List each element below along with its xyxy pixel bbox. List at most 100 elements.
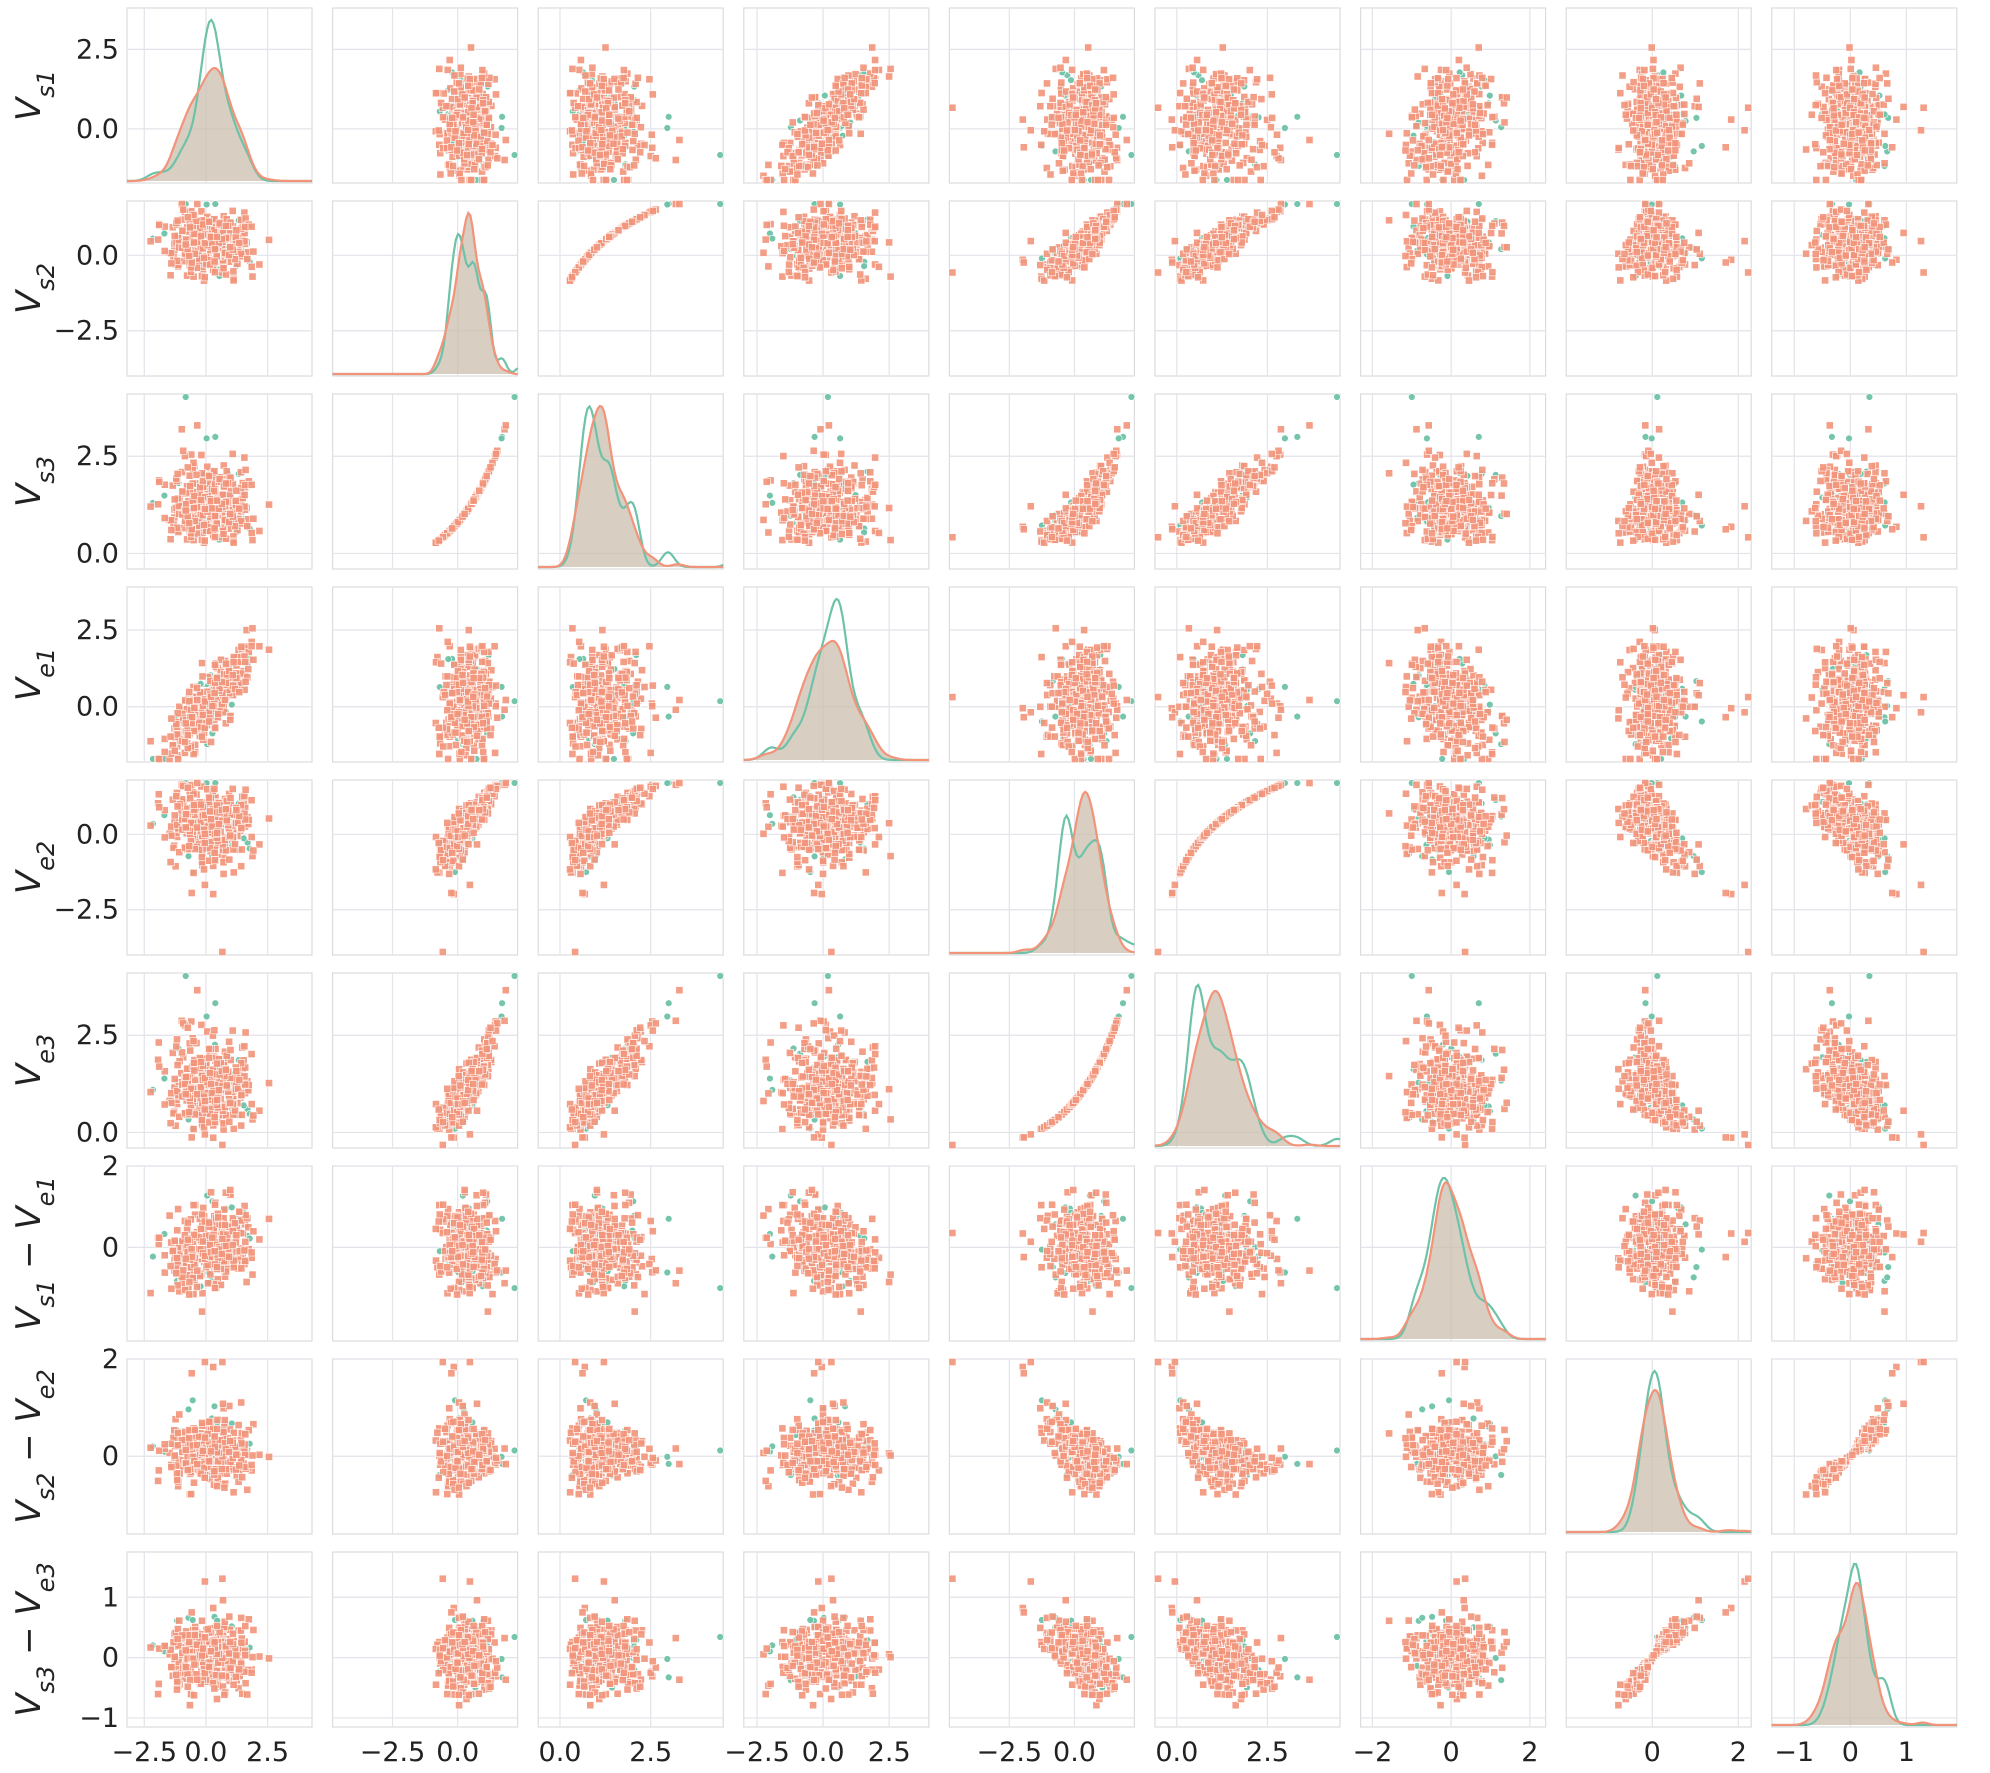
- point-series-b: [812, 251, 821, 260]
- point-series-b: [1060, 146, 1069, 155]
- point-series-a: [1333, 151, 1341, 159]
- point-series-b: [1181, 170, 1190, 179]
- point-series-b: [1852, 118, 1860, 127]
- point-series-b: [648, 207, 657, 215]
- point-series-b: [478, 66, 487, 74]
- point-series-a: [1198, 76, 1206, 84]
- point-series-b: [1268, 114, 1276, 122]
- point-series-b: [780, 247, 788, 255]
- point-series-b: [1259, 162, 1268, 171]
- point-series-b: [857, 223, 866, 231]
- point-series-b: [1853, 151, 1861, 159]
- point-series-b: [576, 56, 585, 64]
- point-series-b: [843, 110, 852, 119]
- point-series-b: [1428, 110, 1437, 119]
- point-series-b: [569, 170, 578, 179]
- point-series-b: [1884, 94, 1893, 103]
- point-series-b: [1620, 101, 1629, 109]
- point-series-b: [1860, 93, 1869, 102]
- point-series-b: [628, 120, 636, 129]
- point-series-b: [493, 154, 502, 163]
- point-series-b: [1669, 102, 1678, 111]
- point-series-b: [1658, 176, 1667, 184]
- point-series-b: [178, 226, 187, 235]
- point-series-b: [1256, 176, 1265, 184]
- point-series-b: [837, 264, 846, 273]
- panel-r1-c7: [1359, 7, 1547, 184]
- point-series-b: [1208, 136, 1217, 145]
- point-series-b: [464, 126, 472, 134]
- point-series-b: [845, 263, 854, 271]
- point-series-b: [1408, 113, 1416, 122]
- point-series-b: [1860, 113, 1869, 122]
- point-series-b: [265, 236, 273, 244]
- point-series-b: [457, 176, 466, 184]
- point-series-b: [1413, 146, 1422, 155]
- point-series-b: [1247, 155, 1256, 164]
- point-series-b: [1046, 102, 1055, 111]
- point-series-b: [1079, 108, 1088, 117]
- point-series-b: [871, 222, 880, 231]
- point-series-b: [170, 232, 179, 240]
- point-series-b: [1448, 99, 1457, 108]
- point-series-b: [1100, 66, 1108, 74]
- point-series-b: [762, 176, 771, 184]
- point-series-b: [1872, 63, 1880, 72]
- point-series-b: [801, 273, 809, 282]
- point-series-b: [1407, 169, 1416, 178]
- point-series-b: [599, 75, 608, 84]
- point-series-a: [821, 91, 829, 100]
- point-series-b: [455, 139, 463, 148]
- point-series-b: [1101, 93, 1110, 102]
- point-series-b: [628, 146, 637, 154]
- point-series-b: [1412, 122, 1421, 130]
- point-series-a: [1881, 142, 1889, 150]
- point-series-a: [497, 124, 506, 132]
- point-series-b: [856, 216, 865, 225]
- point-series-b: [1228, 119, 1237, 128]
- point-series-b: [1880, 129, 1889, 138]
- point-series-b: [809, 205, 818, 214]
- point-series-b: [1454, 148, 1463, 157]
- panel-r2-c2: [332, 200, 519, 377]
- point-series-b: [804, 151, 813, 159]
- point-series-b: [1832, 66, 1841, 74]
- point-series-b: [588, 63, 597, 72]
- point-series-a: [716, 151, 724, 159]
- point-series-b: [574, 102, 582, 111]
- point-series-b: [793, 170, 802, 179]
- point-series-b: [1665, 113, 1674, 122]
- point-series-b: [1109, 114, 1118, 122]
- point-series-b: [1057, 78, 1066, 87]
- point-series-b: [824, 248, 833, 257]
- point-series-b: [1422, 163, 1430, 172]
- point-series-b: [1919, 103, 1928, 112]
- point-series-b: [586, 79, 595, 88]
- point-series-b: [1069, 93, 1078, 102]
- point-series-b: [1198, 176, 1207, 184]
- point-series-b: [1802, 145, 1810, 154]
- point-series-b: [1061, 56, 1070, 64]
- point-series-b: [625, 107, 634, 116]
- point-series-b: [1614, 144, 1623, 152]
- point-series-b: [808, 169, 817, 178]
- point-series-b: [1474, 43, 1483, 52]
- point-series-b: [812, 109, 821, 117]
- point-series-b: [793, 272, 802, 280]
- point-series-b: [862, 237, 871, 246]
- point-series-b: [464, 81, 473, 90]
- point-series-b: [1411, 105, 1419, 114]
- point-series-b: [806, 120, 815, 129]
- point-series-b: [579, 113, 588, 122]
- point-series-b: [824, 100, 833, 109]
- point-series-b: [1858, 136, 1867, 145]
- point-series-b: [467, 43, 475, 52]
- point-series-a: [716, 200, 724, 208]
- point-series-b: [155, 221, 164, 229]
- point-series-b: [1616, 89, 1625, 98]
- point-series-b: [1203, 110, 1211, 119]
- point-series-b: [636, 148, 645, 157]
- point-series-b: [1257, 95, 1266, 103]
- point-series-b: [1456, 116, 1465, 125]
- point-series-b: [501, 136, 510, 144]
